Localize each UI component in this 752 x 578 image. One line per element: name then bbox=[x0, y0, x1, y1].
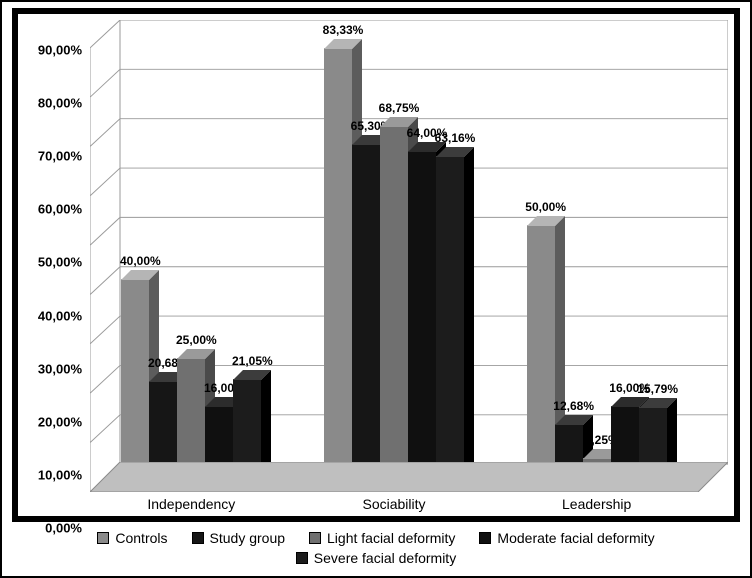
data-label: 63,16% bbox=[435, 131, 476, 145]
y-tick-label: 20,00% bbox=[38, 414, 82, 429]
legend-label: Study group bbox=[210, 530, 286, 546]
legend-swatch bbox=[296, 552, 308, 564]
data-label: 68,75% bbox=[379, 101, 420, 115]
legend-swatch bbox=[479, 532, 491, 544]
legend-item: Controls bbox=[97, 530, 167, 546]
y-tick-label: 0,00% bbox=[45, 521, 82, 536]
legend-item: Study group bbox=[192, 530, 286, 546]
chart-floor bbox=[90, 462, 728, 492]
x-category-label: Independency bbox=[147, 496, 235, 512]
bar bbox=[436, 147, 474, 492]
y-axis: 0,00%10,00%20,00%30,00%40,00%50,00%60,00… bbox=[18, 14, 90, 492]
legend: Controls Study group Light facial deformit… bbox=[2, 522, 750, 576]
legend-swatch bbox=[192, 532, 204, 544]
data-label: 50,00% bbox=[525, 200, 566, 214]
data-label: 40,00% bbox=[120, 254, 161, 268]
legend-label: Moderate facial deformity bbox=[497, 530, 654, 546]
bars-layer: 40,00%20,68%25,00%16,00%21,05%83,33%65,3… bbox=[90, 20, 728, 492]
legend-label: Light facial deformity bbox=[327, 530, 455, 546]
data-label: 12,68% bbox=[553, 399, 594, 413]
y-tick-label: 60,00% bbox=[38, 202, 82, 217]
y-tick-label: 30,00% bbox=[38, 361, 82, 376]
x-axis-labels: Independency Sociability Leadership bbox=[90, 494, 728, 516]
y-tick-label: 40,00% bbox=[38, 308, 82, 323]
legend-swatch bbox=[97, 532, 109, 544]
legend-label: Severe facial deformity bbox=[314, 550, 456, 566]
legend-swatch bbox=[309, 532, 321, 544]
legend-item: Light facial deformity bbox=[309, 530, 455, 546]
legend-item: Moderate facial deformity bbox=[479, 530, 654, 546]
data-label: 21,05% bbox=[232, 354, 273, 368]
data-label: 15,79% bbox=[637, 382, 678, 396]
data-label: 83,33% bbox=[323, 23, 364, 37]
data-label: 25,00% bbox=[176, 333, 217, 347]
y-tick-label: 10,00% bbox=[38, 467, 82, 482]
legend-label: Controls bbox=[115, 530, 167, 546]
y-tick-label: 80,00% bbox=[38, 96, 82, 111]
plot-panel: 0,00%10,00%20,00%30,00%40,00%50,00%60,00… bbox=[12, 8, 740, 522]
y-tick-label: 70,00% bbox=[38, 149, 82, 164]
chart-container: 0,00% 10,00% 20,00% 30,00% 40,00% 50,00% 60,00… bbox=[0, 0, 752, 578]
y-tick-label: 50,00% bbox=[38, 255, 82, 270]
chart-area: 40,00%20,68%25,00%16,00%21,05%83,33%65,3… bbox=[90, 20, 728, 492]
x-category-label: Sociability bbox=[362, 496, 425, 512]
legend-item: Severe facial deformity bbox=[296, 550, 456, 566]
x-category-label: Leadership bbox=[562, 496, 631, 512]
y-tick-label: 90,00% bbox=[38, 43, 82, 58]
plot-inner: 0,00%10,00%20,00%30,00%40,00%50,00%60,00… bbox=[18, 14, 734, 516]
